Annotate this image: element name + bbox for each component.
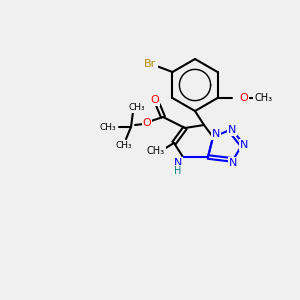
Text: O: O <box>142 118 152 128</box>
Text: Br: Br <box>144 59 157 69</box>
Text: N: N <box>174 158 182 168</box>
Text: CH₃: CH₃ <box>147 146 165 156</box>
Text: CH₃: CH₃ <box>129 103 145 112</box>
Text: N: N <box>229 158 237 168</box>
Text: CH₃: CH₃ <box>100 122 116 131</box>
Text: O: O <box>151 95 159 105</box>
Text: CH₃: CH₃ <box>116 142 132 151</box>
Text: N: N <box>240 140 248 150</box>
Text: CH₃: CH₃ <box>254 93 273 103</box>
Text: N: N <box>212 129 220 139</box>
Text: N: N <box>228 125 236 135</box>
Text: H: H <box>174 166 182 176</box>
Text: O: O <box>239 93 248 103</box>
